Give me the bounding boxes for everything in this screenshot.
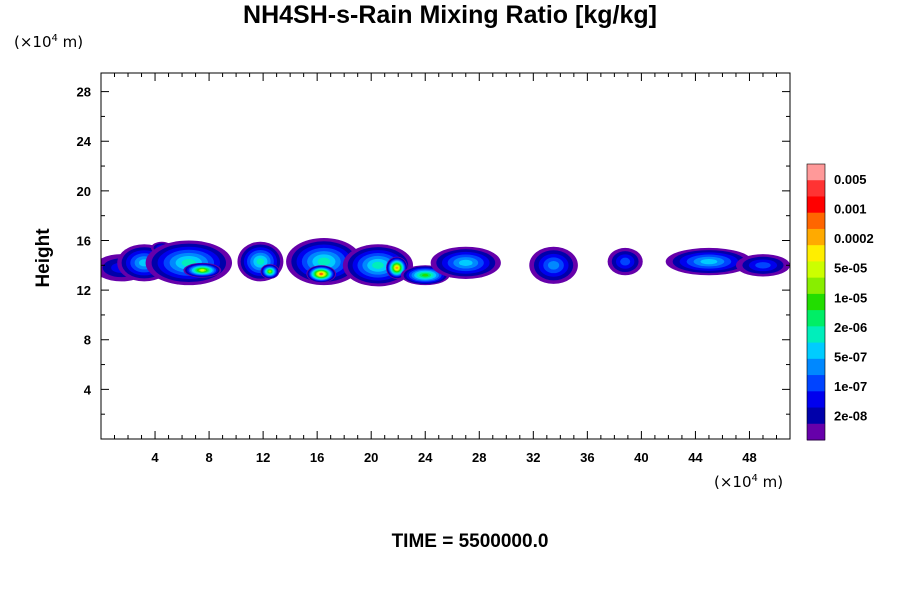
field-cell-6-level-9 xyxy=(268,270,272,273)
field-cell-7-level-6 xyxy=(317,257,331,266)
colorbar-label: 2e-08 xyxy=(834,409,867,424)
x-tick-label: 4 xyxy=(151,450,159,465)
x-tick-label: 12 xyxy=(256,450,270,465)
colorbar-swatch xyxy=(807,277,825,295)
colorbar-swatch xyxy=(807,423,825,441)
field-cell-11-level-8 xyxy=(422,273,429,277)
y-tick-label: 16 xyxy=(77,233,91,248)
x-tick-label: 24 xyxy=(418,450,433,465)
colorbar-label: 5e-05 xyxy=(834,261,867,276)
y-tick-label: 28 xyxy=(77,85,91,100)
field-cell-16-level-3 xyxy=(755,262,771,269)
colorbar-label: 2e-06 xyxy=(834,320,867,335)
x-tick-label: 16 xyxy=(310,450,324,465)
colorbar-swatch xyxy=(807,326,825,344)
x-tick-label: 20 xyxy=(364,450,378,465)
y-tick-label: 12 xyxy=(77,283,91,298)
y-tick-label: 20 xyxy=(77,184,91,199)
colorbar-label: 1e-05 xyxy=(834,290,867,305)
colorbar-swatch xyxy=(807,196,825,214)
colorbar-swatch xyxy=(807,293,825,311)
colorbar-swatch xyxy=(807,245,825,262)
y-axis: 4 8 12 16 20 24 28 xyxy=(77,85,790,415)
field-cell-4-level-10 xyxy=(200,269,205,272)
colorbar: 0.005 0.001 0.0002 5e-05 1e-05 2e-06 5e-07 1e-0… xyxy=(806,163,874,441)
colorbar-label: 1e-07 xyxy=(834,379,867,394)
field-cell-9-level-6 xyxy=(372,261,384,269)
field-cell-13-level-4 xyxy=(547,261,560,270)
colorbar-swatch xyxy=(807,391,825,409)
colorbar-label: 5e-07 xyxy=(834,349,867,364)
colorbar-label: 0.0002 xyxy=(834,231,874,246)
y-tick-label: 4 xyxy=(84,382,92,397)
colorbar-frame xyxy=(806,163,826,441)
field-cell-10-level-12 xyxy=(395,266,399,269)
x-tick-label: 48 xyxy=(742,450,756,465)
x-tick-label: 28 xyxy=(472,450,486,465)
data-field xyxy=(101,238,790,287)
colorbar-swatch xyxy=(807,407,825,425)
field-cell-5-level-6 xyxy=(256,258,265,265)
colorbar-label: 0.005 xyxy=(834,172,867,187)
colorbar-swatch xyxy=(807,310,825,327)
plot-frame xyxy=(100,72,791,440)
y-unit-label: (×104 m) xyxy=(14,33,84,51)
chart-title: NH4SH-s-Rain Mixing Ratio [kg/kg] xyxy=(243,1,657,29)
y-tick-label: 24 xyxy=(77,134,92,149)
x-tick-label: 36 xyxy=(580,450,594,465)
time-label: TIME = 5500000.0 xyxy=(391,531,549,552)
x-tick-label: 40 xyxy=(634,450,648,465)
colorbar-swatch xyxy=(807,164,825,181)
colorbar-label: 0.001 xyxy=(834,202,867,217)
colorbar-swatch xyxy=(807,228,825,246)
colorbar-swatch xyxy=(807,180,825,197)
x-tick-label: 32 xyxy=(526,450,540,465)
x-tick-label: 8 xyxy=(205,450,212,465)
y-tick-label: 8 xyxy=(84,333,91,348)
colorbar-swatch xyxy=(807,342,825,360)
field-cell-15-level-5 xyxy=(700,258,718,265)
colorbar-swatch xyxy=(807,358,825,376)
y-axis-label: Height xyxy=(33,228,54,288)
x-axis: 4 8 12 16 20 24 28 32 36 40 44 48 xyxy=(114,73,777,465)
colorbar-swatch xyxy=(807,261,825,279)
field-cell-14-level-3 xyxy=(620,257,631,266)
x-unit-label: (×104 m) xyxy=(714,473,784,491)
field-cell-8-level-13 xyxy=(319,272,323,276)
colorbar-swatch xyxy=(807,375,825,392)
x-tick-label: 44 xyxy=(688,450,703,465)
field-cell-12-level-5 xyxy=(458,259,473,266)
colorbar-swatch xyxy=(807,212,825,230)
